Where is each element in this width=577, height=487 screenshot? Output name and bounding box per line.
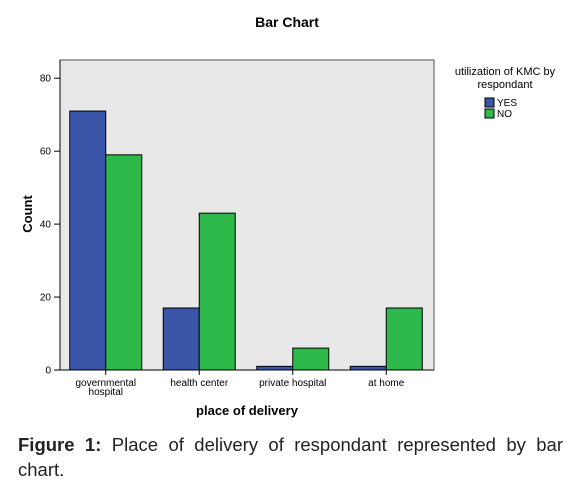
caption-text: Place of delivery of respondant represen… [18, 434, 563, 480]
bar-yes-1 [69, 110, 107, 371]
legend-title: respondant [477, 79, 532, 91]
legend-swatch-no [484, 108, 495, 119]
chart-title: Bar Chart [255, 14, 319, 30]
y-tick-label: 60 [40, 147, 52, 158]
y-tick-label: 40 [40, 220, 52, 231]
bar-yes-3 [256, 365, 294, 371]
figure-caption: Figure 1: Place of delivery of respondan… [18, 432, 563, 482]
x-tick-label: health center [170, 378, 228, 389]
y-tick-label: 0 [45, 366, 51, 377]
bar-no-4 [385, 307, 423, 371]
x-tick-label: at home [368, 378, 405, 389]
bar-chart: Bar Chart 0 20 40 60 80 governmental hospital… [20, 14, 556, 418]
bar-no-1 [105, 154, 143, 371]
x-axis-label: place of delivery [196, 403, 299, 418]
y-axis-ticks: 0 20 40 60 80 [40, 74, 60, 377]
y-tick-label: 20 [40, 293, 52, 304]
y-axis-label: Count [20, 195, 35, 233]
bar-no-2 [198, 212, 236, 371]
legend-title: utilization of KMC by [455, 66, 556, 78]
x-axis-tick-labels: governmental hospital health center private… [75, 370, 405, 398]
bar-yes-2 [162, 307, 200, 371]
x-tick-label: private hospital [259, 378, 326, 389]
legend-label-no: NO [497, 109, 512, 120]
caption-label: Figure 1: [18, 434, 102, 455]
y-tick-label: 80 [40, 74, 52, 85]
legend-swatch-yes [484, 97, 495, 108]
bar-no-3 [292, 347, 330, 371]
bars [69, 110, 423, 371]
legend-label-yes: YES [497, 98, 517, 109]
bar-yes-4 [349, 365, 387, 371]
x-tick-label: governmental hospital [75, 378, 136, 398]
